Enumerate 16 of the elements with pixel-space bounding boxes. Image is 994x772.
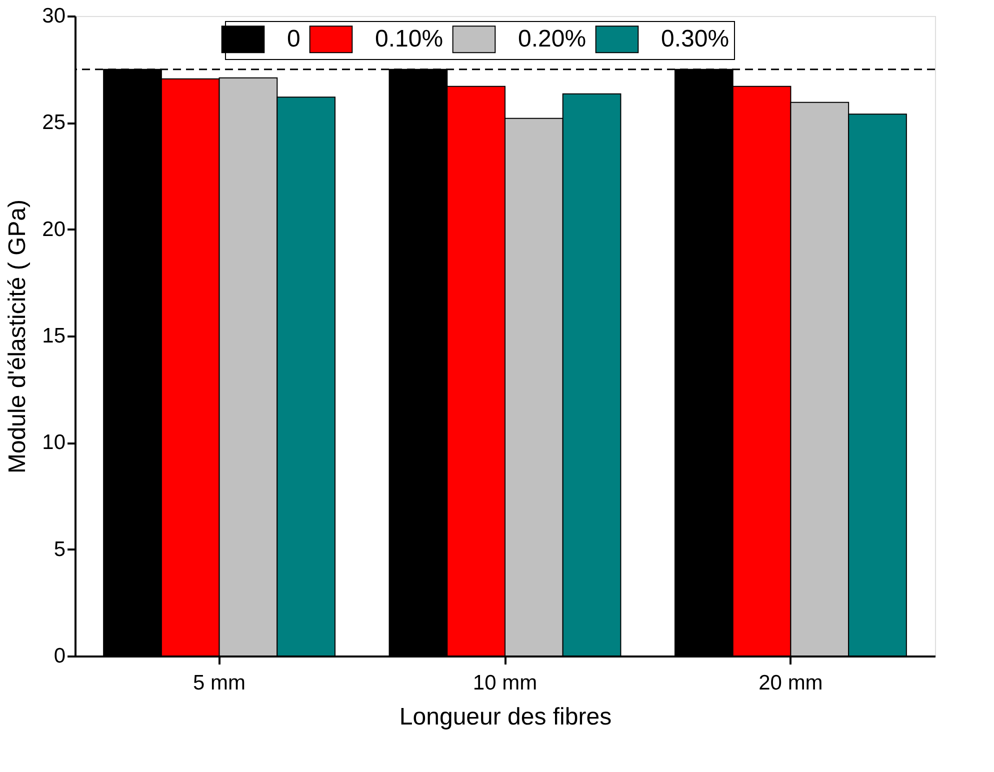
- y-tick-label: 25: [42, 111, 66, 134]
- y-tick-label: 15: [42, 324, 66, 348]
- legend-label: 0.20%: [518, 25, 586, 52]
- x-tick-label: 5 mm: [193, 672, 246, 694]
- x-tick-label: 10 mm: [472, 672, 538, 694]
- y-tick-label: 20: [42, 218, 66, 241]
- y-tick-label: 30: [42, 4, 66, 28]
- y-tick-label: 0: [54, 644, 66, 668]
- y-axis-title: Module d'élasticité ( GPa): [4, 199, 32, 474]
- y-tick-label: 10: [42, 431, 66, 454]
- legend-label: 0: [287, 25, 300, 52]
- legend-label: 0.30%: [661, 25, 730, 52]
- x-tick-label: 20 mm: [758, 672, 823, 694]
- legend-label: 0.10%: [375, 25, 444, 52]
- x-axis-title: Longueur des fibres: [399, 704, 612, 730]
- y-tick-label: 5: [54, 538, 66, 561]
